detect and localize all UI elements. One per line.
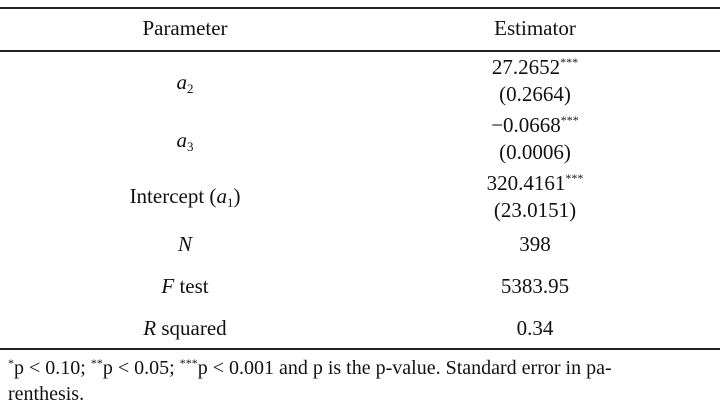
se-a3: (0.0006): [499, 140, 571, 164]
estimate-a2: 27.2652***: [491, 55, 579, 79]
estimate-f-test: 5383.95: [500, 274, 570, 298]
estimate-a3: −0.0668***: [491, 113, 579, 137]
header-parameter: Parameter: [142, 16, 228, 40]
estimate-n: 398: [519, 232, 551, 256]
table-header-rule: [0, 50, 720, 52]
table-bottom-rule: [0, 348, 720, 350]
param-a2: a2: [176, 70, 194, 96]
param-r-squared: R squared: [143, 316, 227, 340]
header-estimator: Estimator: [494, 16, 576, 40]
estimate-intercept: 320.4161***: [486, 171, 584, 195]
param-intercept: Intercept (a1): [129, 184, 241, 210]
table-footnote: *p < 0.10; **p < 0.05; ***p < 0.001 and …: [8, 356, 612, 405]
table-top-rule: [0, 7, 720, 9]
estimate-r-squared: 0.34: [516, 316, 554, 340]
se-intercept: (23.0151): [493, 198, 577, 222]
param-f-test: F test: [161, 274, 209, 298]
param-n: N: [177, 232, 192, 256]
param-a3: a3: [176, 128, 194, 154]
se-a2: (0.2664): [499, 82, 571, 106]
